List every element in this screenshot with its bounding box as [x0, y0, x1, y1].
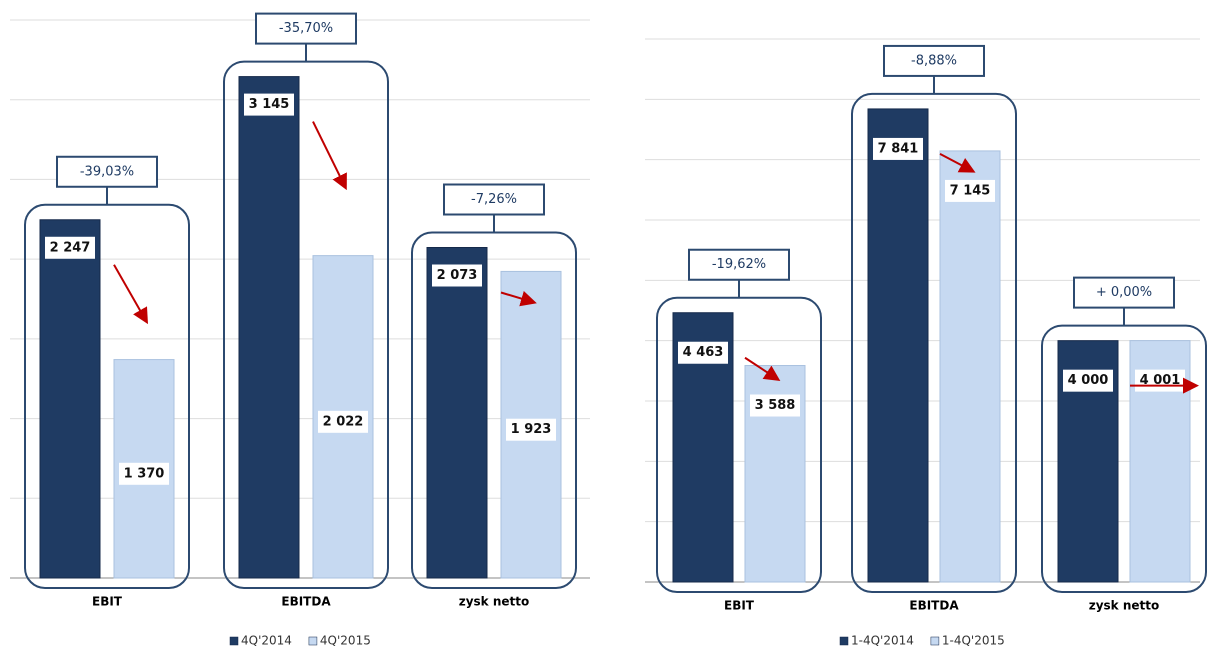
bar — [867, 108, 929, 583]
value-label-bg — [432, 264, 482, 287]
value-label: 4 463 — [683, 345, 724, 360]
x-tick-label: EBIT — [724, 599, 755, 613]
annotation-box — [255, 12, 357, 45]
value-label: 4 001 — [1140, 373, 1181, 388]
annotation: -19,62% — [712, 257, 766, 272]
value-label-bg — [119, 462, 169, 485]
x-tick-label: EBITDA — [909, 599, 959, 613]
annotation-box — [56, 155, 158, 188]
legend-label: 1-4Q'2015 — [942, 634, 1005, 648]
value-label: 3 588 — [755, 398, 796, 413]
annotation: -39,03% — [80, 164, 134, 179]
x-tick-label: EBIT — [92, 595, 123, 609]
value-label-bg — [945, 179, 995, 202]
annotation-box — [1073, 276, 1175, 309]
trend-arrow — [113, 264, 148, 325]
legend-label: 1-4Q'2014 — [851, 634, 914, 648]
value-label: 1 923 — [511, 422, 552, 437]
legend-swatch — [930, 636, 940, 646]
x-tick-label: zysk netto — [459, 595, 530, 609]
x-tick-label: zysk netto — [1089, 599, 1160, 613]
bar — [939, 150, 1001, 583]
annotation: -7,26% — [471, 192, 517, 207]
value-label-bg — [318, 410, 368, 433]
annotation: + 0,00% — [1096, 285, 1152, 300]
legend-swatch — [839, 636, 849, 646]
value-label-bg — [873, 137, 923, 160]
value-label-bg — [45, 236, 95, 259]
value-label: 3 145 — [249, 97, 290, 112]
value-label: 7 145 — [950, 183, 991, 198]
value-label-bg — [1063, 369, 1113, 392]
annotation-box — [883, 44, 985, 77]
value-label-bg — [506, 418, 556, 441]
value-label: 2 022 — [323, 414, 364, 429]
value-label: 2 073 — [437, 268, 478, 283]
legend-swatch — [229, 636, 239, 646]
value-label: 2 247 — [50, 240, 91, 255]
trend-arrow — [744, 356, 781, 382]
annotation: -35,70% — [279, 21, 333, 36]
value-label-bg — [678, 341, 728, 364]
trend-arrow — [939, 153, 976, 173]
annotation: -8,88% — [911, 53, 957, 68]
x-tick-label: EBITDA — [281, 595, 331, 609]
annotation-box — [688, 248, 790, 281]
value-label: 7 841 — [878, 141, 919, 156]
bar — [426, 247, 488, 579]
value-label-bg — [244, 93, 294, 116]
bar — [39, 219, 101, 579]
value-label: 4 000 — [1068, 373, 1109, 388]
bar — [238, 76, 300, 579]
trend-arrow — [500, 290, 537, 307]
legend-swatch — [308, 636, 318, 646]
trend-arrow — [312, 121, 347, 191]
annotation-box — [443, 183, 545, 216]
value-label: 1 370 — [124, 466, 165, 481]
value-label-bg — [750, 394, 800, 417]
legend-label: 4Q'2015 — [320, 634, 371, 648]
legend-label: 4Q'2014 — [241, 634, 292, 648]
